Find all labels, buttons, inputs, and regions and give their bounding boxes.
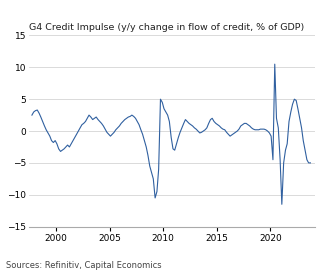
Text: Sources: Refinitiv, Capital Economics: Sources: Refinitiv, Capital Economics: [6, 261, 162, 270]
Text: G4 Credit Impulse (y/y change in flow of credit, % of GDP): G4 Credit Impulse (y/y change in flow of…: [29, 23, 305, 32]
